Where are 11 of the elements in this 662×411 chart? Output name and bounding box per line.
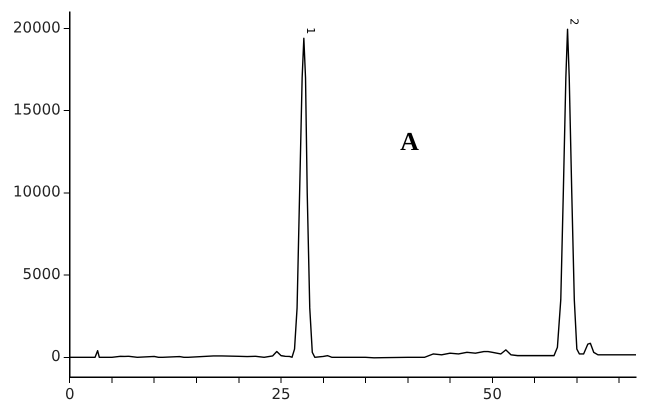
annotation: 1 — [304, 27, 317, 34]
x-tick-label: 0 — [64, 384, 74, 403]
y-tick-label: 20000 — [13, 18, 61, 36]
y-tick-label: 10000 — [13, 182, 61, 201]
y-tick-label: 5000 — [22, 264, 61, 283]
x-tick-label: 25 — [271, 384, 291, 403]
y-tick-label: 15000 — [13, 100, 61, 119]
annotation: 2 — [568, 18, 581, 26]
y-tick-label: 0 — [51, 347, 61, 366]
x-tick-label: 50 — [482, 384, 502, 403]
annotation: A — [400, 127, 420, 156]
